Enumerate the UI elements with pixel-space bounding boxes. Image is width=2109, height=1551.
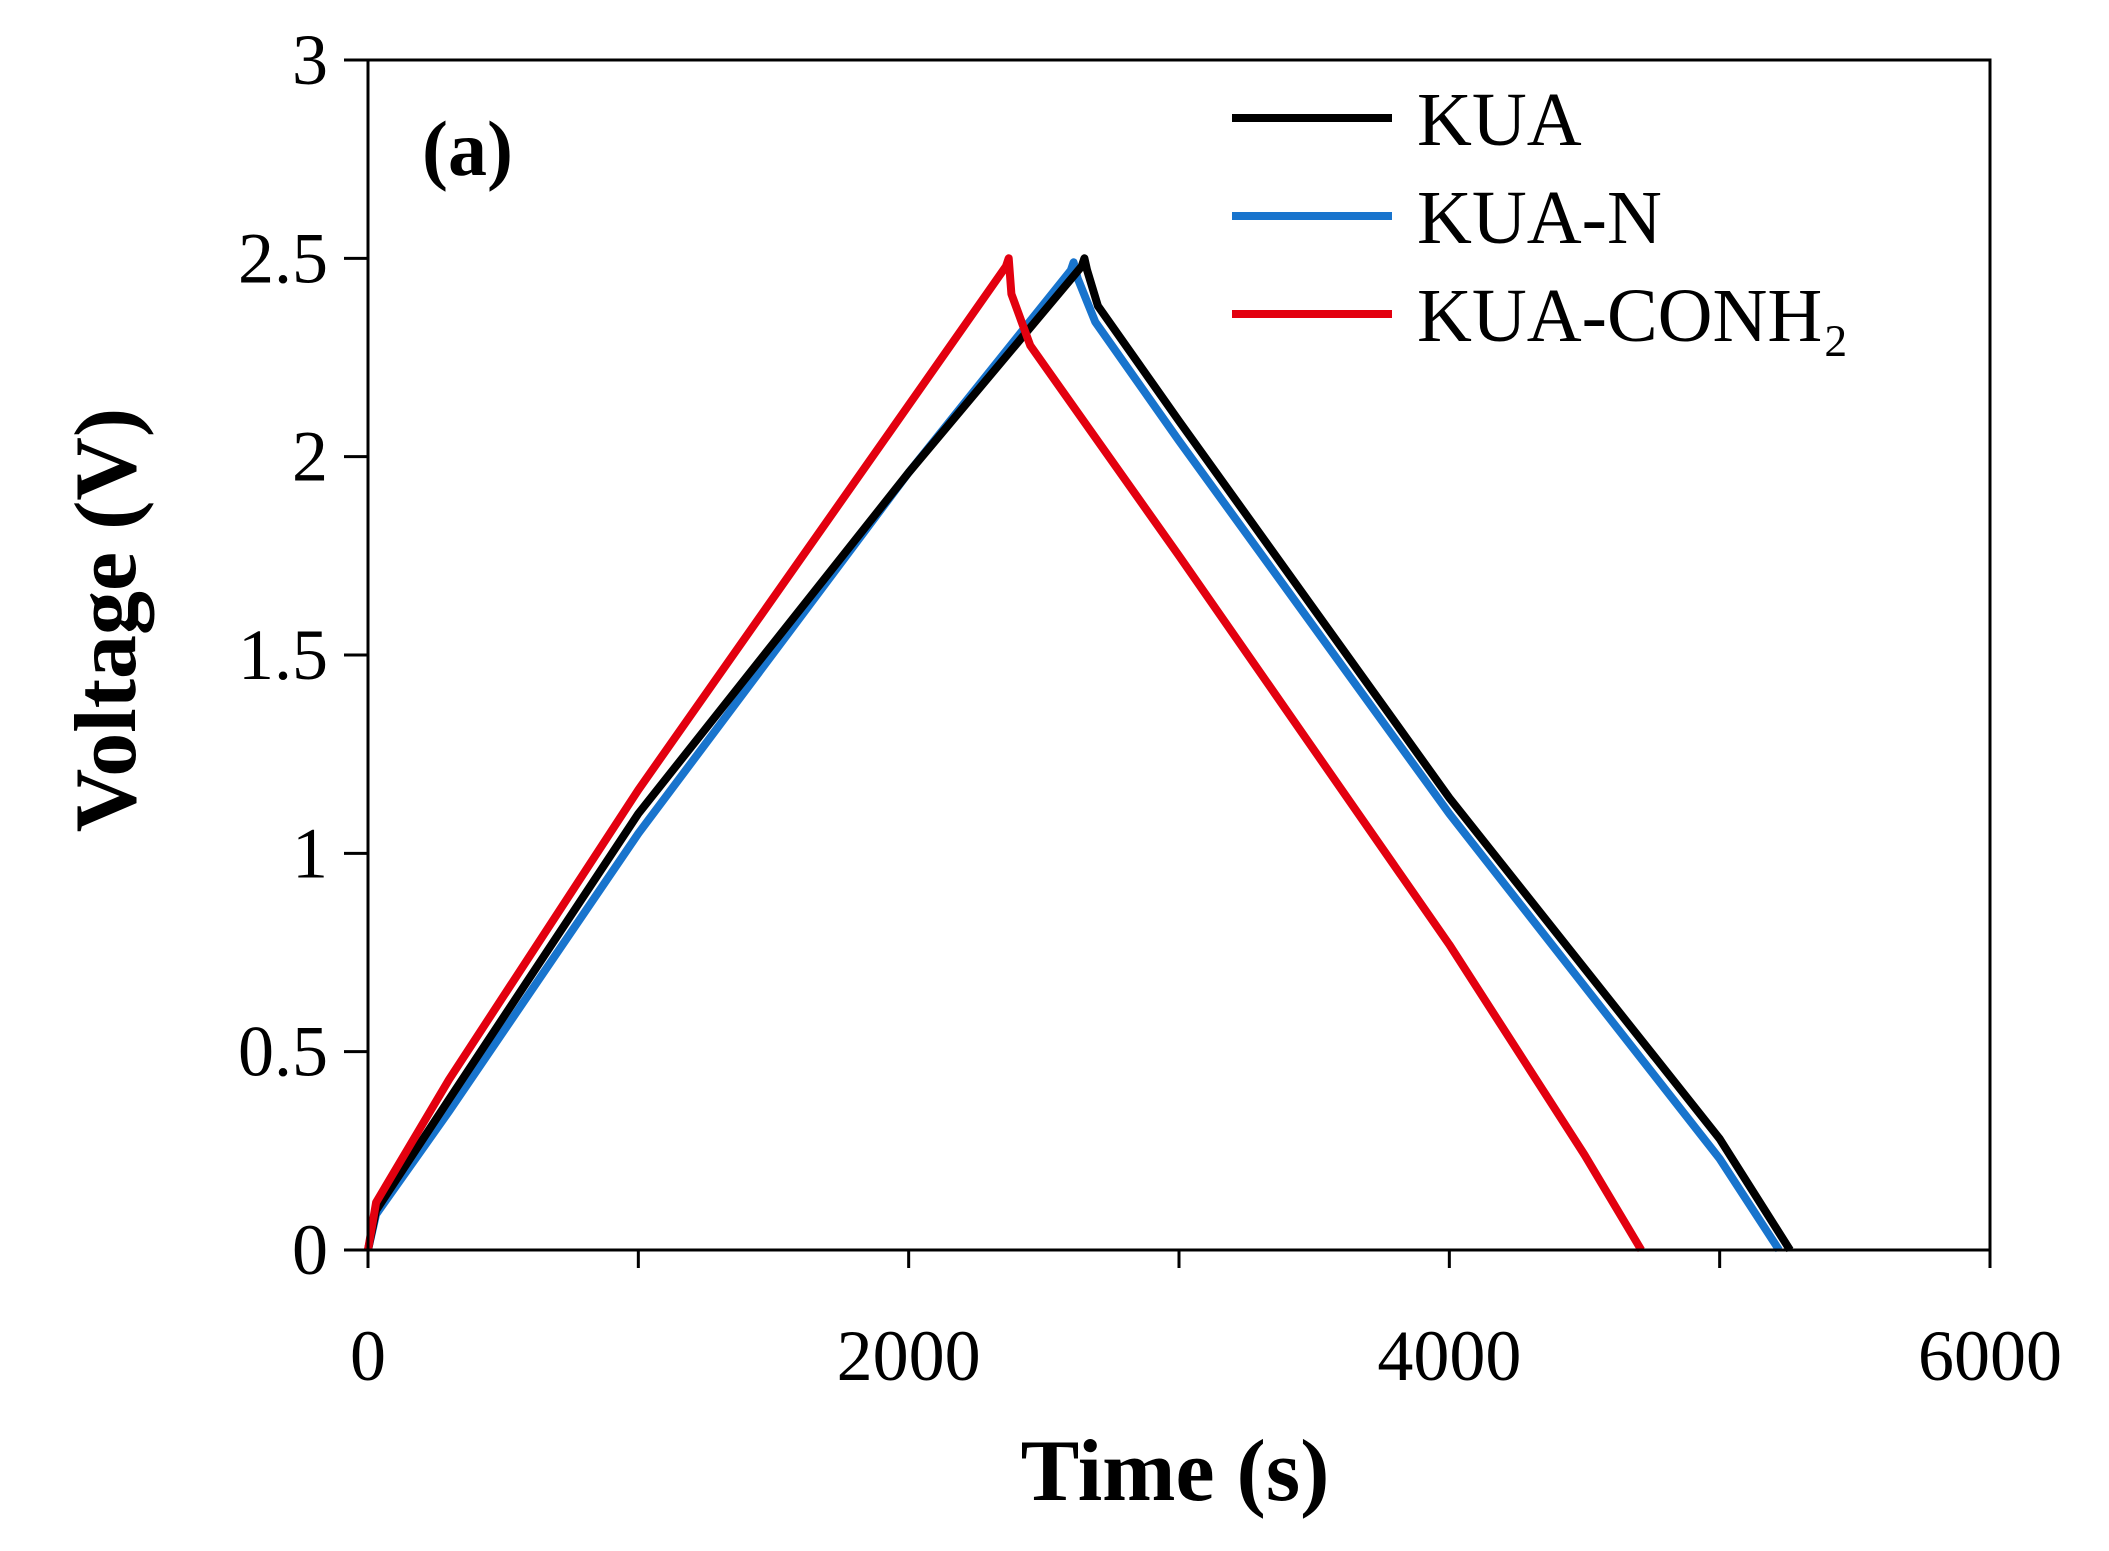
- legend-label: KUA-N: [1417, 176, 1662, 260]
- y-tick-label: 1: [292, 813, 328, 893]
- x-axis-title: Time (s): [1021, 1423, 1330, 1520]
- y-tick-label: 2.5: [238, 218, 328, 298]
- ticks-layer: 0 0.5 1 1.5 2 2.5 3 0 2000 4000 6000: [238, 20, 2062, 1396]
- plot-frame: [366, 58, 1992, 1252]
- x-tick-label: 4000: [1377, 1316, 1521, 1396]
- series-layer: [364, 254, 1794, 1253]
- y-tick-label: 3: [292, 20, 328, 100]
- panel-label: (a): [422, 105, 513, 192]
- x-tick-label: 2000: [837, 1316, 981, 1396]
- x-tick-label: 6000: [1918, 1316, 2062, 1396]
- series-line-kua-n: [364, 258, 1783, 1253]
- legend: KUA KUA-N KUA-CONH₂: [1232, 78, 1849, 358]
- series-line-kua-conh-: [364, 254, 1645, 1253]
- legend-label: KUA-CONH₂: [1417, 274, 1849, 358]
- y-axis-title: Voltage (V): [58, 408, 155, 832]
- series-line-kua: [364, 254, 1794, 1253]
- y-axis-title-group: Voltage (V): [58, 408, 155, 832]
- y-tick-label: 0.5: [238, 1012, 328, 1092]
- y-tick-label: 0: [292, 1210, 328, 1290]
- legend-label: KUA: [1417, 78, 1582, 162]
- y-tick-label: 2: [292, 417, 328, 497]
- y-tick-label: 1.5: [238, 615, 328, 695]
- x-tick-label: 0: [350, 1316, 386, 1396]
